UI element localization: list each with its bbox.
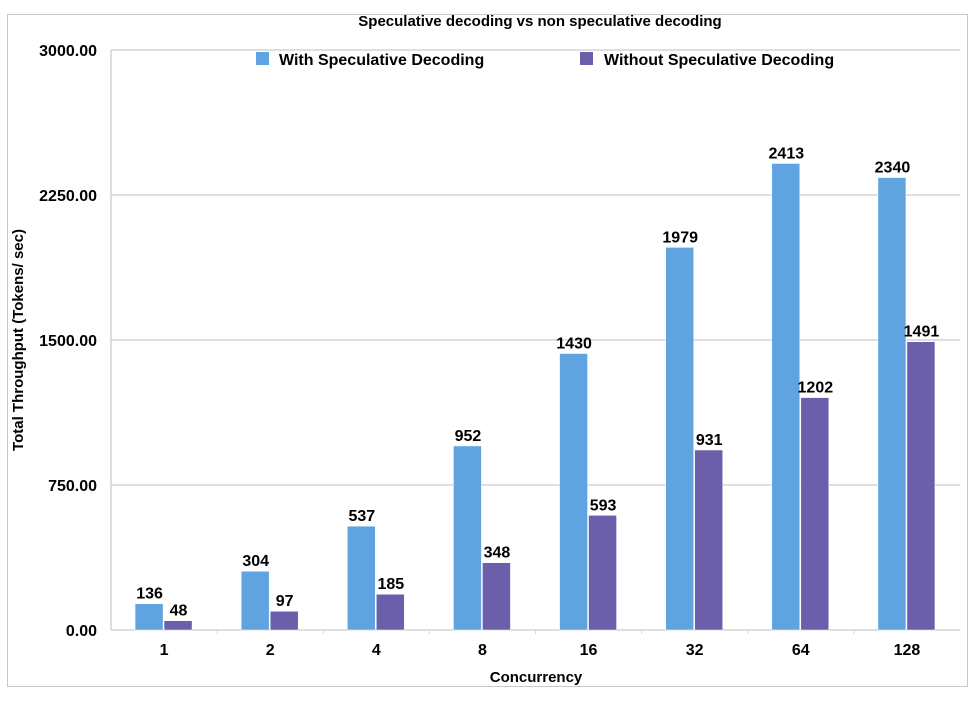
data-label: 136	[136, 586, 163, 603]
x-tick-label: 1	[160, 642, 169, 659]
bar-without-speculative	[906, 341, 936, 631]
x-tick-label: 128	[894, 642, 921, 659]
data-label: 952	[455, 428, 482, 445]
data-labels: 136 48 304 97 537 185 952 348 1430 593 1979 931 2413…	[136, 145, 939, 619]
bar-without-speculative	[482, 562, 511, 631]
legend-label-without-speculative: Without Speculative Decoding	[604, 52, 834, 69]
data-label: 2340	[875, 160, 911, 177]
bar-with-speculative	[877, 177, 907, 631]
data-label: 2413	[769, 145, 805, 162]
bar-without-speculative	[376, 593, 405, 631]
bar-without-speculative	[163, 620, 193, 631]
bar-with-speculative	[665, 247, 694, 631]
x-tick-label: 4	[372, 642, 381, 659]
data-label: 1491	[904, 324, 940, 341]
chart-title: Speculative decoding vs non speculative …	[358, 13, 721, 30]
data-label: 48	[170, 603, 188, 620]
legend-label-with-speculative: With Speculative Decoding	[279, 52, 484, 69]
x-axis-ticks: 1 2 4 8 16 32 64 128	[160, 642, 921, 659]
x-tick-label: 2	[266, 642, 275, 659]
x-tick-label: 16	[580, 642, 598, 659]
x-tick-label: 8	[478, 642, 487, 659]
data-label: 348	[484, 545, 511, 562]
y-tick-label: 0.00	[66, 623, 97, 640]
data-label: 97	[276, 593, 294, 610]
bar-without-speculative	[694, 449, 723, 631]
y-axis-label: Total Throughput (Tokens/ sec)	[10, 229, 27, 451]
bar-without-speculative	[269, 610, 299, 631]
data-label: 1979	[662, 229, 698, 246]
data-label: 304	[242, 553, 269, 570]
bar-without-speculative	[800, 397, 830, 631]
bar-with-speculative	[134, 603, 164, 631]
data-label: 931	[696, 432, 723, 449]
legend: With Speculative Decoding Without Specul…	[256, 52, 834, 69]
legend-swatch-without-speculative	[580, 52, 593, 65]
chart-frame	[7, 14, 968, 687]
x-axis-label: Concurrency	[490, 669, 583, 686]
y-tick-label: 2250.00	[39, 188, 97, 205]
bar-with-speculative	[240, 570, 270, 631]
gridlines	[110, 49, 960, 634]
data-label: 1202	[798, 380, 834, 397]
x-tick-label: 32	[686, 642, 704, 659]
data-label: 593	[590, 497, 617, 514]
y-axis-ticks: 0.00 750.00 1500.00 2250.00 3000.00	[39, 43, 97, 640]
data-label: 1430	[556, 336, 592, 353]
bar-with-speculative	[453, 445, 482, 631]
bar-without-speculative	[588, 515, 617, 631]
data-label: 185	[377, 576, 404, 593]
legend-swatch-with-speculative	[256, 52, 269, 65]
x-tick-label: 64	[792, 642, 810, 659]
bar-with-speculative	[559, 353, 588, 631]
bar-with-speculative	[347, 525, 376, 631]
bar-with-speculative	[771, 163, 801, 631]
y-tick-label: 750.00	[48, 478, 97, 495]
bars	[134, 163, 936, 631]
data-label: 537	[348, 508, 375, 525]
y-tick-label: 1500.00	[39, 333, 97, 350]
y-tick-label: 3000.00	[39, 43, 97, 60]
